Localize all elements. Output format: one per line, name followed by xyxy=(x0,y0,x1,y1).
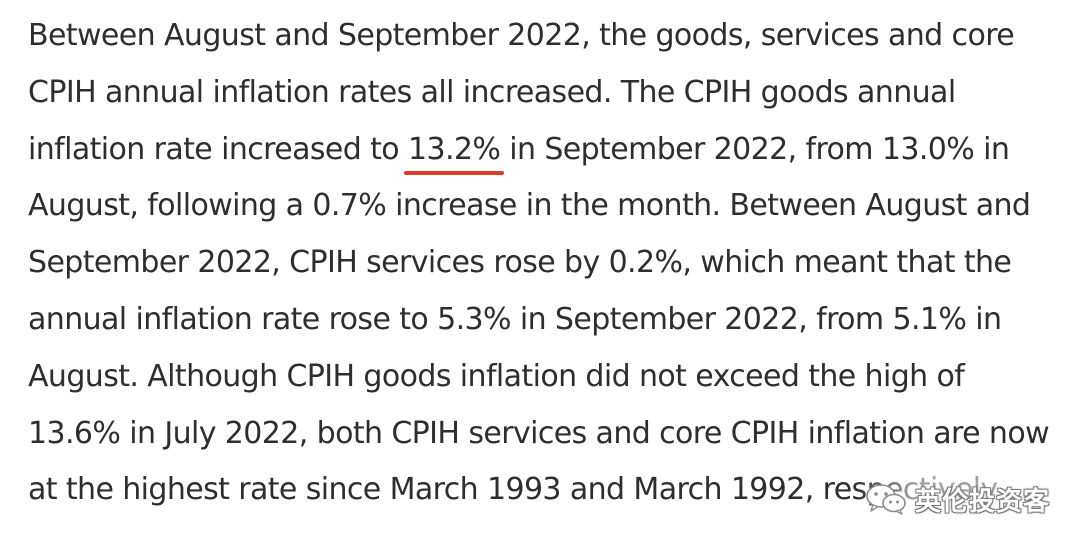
wechat-icon xyxy=(866,484,906,515)
text-line-9: at the highest rate since March 1993 and… xyxy=(28,472,1003,508)
text-line-7: August. Although CPIH goods inflation di… xyxy=(28,358,965,394)
text-line-3-before: inflation rate increased to xyxy=(28,131,408,167)
text-line-8: 13.6% in July 2022, both CPIH services a… xyxy=(28,415,1050,451)
text-line-3: inflation rate increased to 13.2% in Sep… xyxy=(28,122,1073,179)
highlighted-value-text: 13.2% xyxy=(407,131,501,167)
red-underline-annotation xyxy=(403,171,505,176)
text-line-4: August, following a 0.7% increase in the… xyxy=(28,188,1031,224)
text-line-5: September 2022, CPIH services rose by 0.… xyxy=(28,245,1012,281)
highlighted-value: 13.2% xyxy=(403,122,505,179)
text-line-2: CPIH annual inflation rates all increase… xyxy=(28,74,956,110)
article-paragraph: Between August and September 2022, the g… xyxy=(28,8,1073,519)
watermark: 英伦投资客 xyxy=(854,476,1050,522)
text-line-1: Between August and September 2022, the g… xyxy=(28,18,1015,53)
text-line-3-after: in September 2022, from 13.0% in xyxy=(500,131,1010,167)
text-line-6: annual inflation rate rose to 5.3% in Se… xyxy=(28,301,1002,337)
watermark-text: 英伦投资客 xyxy=(914,486,1050,517)
